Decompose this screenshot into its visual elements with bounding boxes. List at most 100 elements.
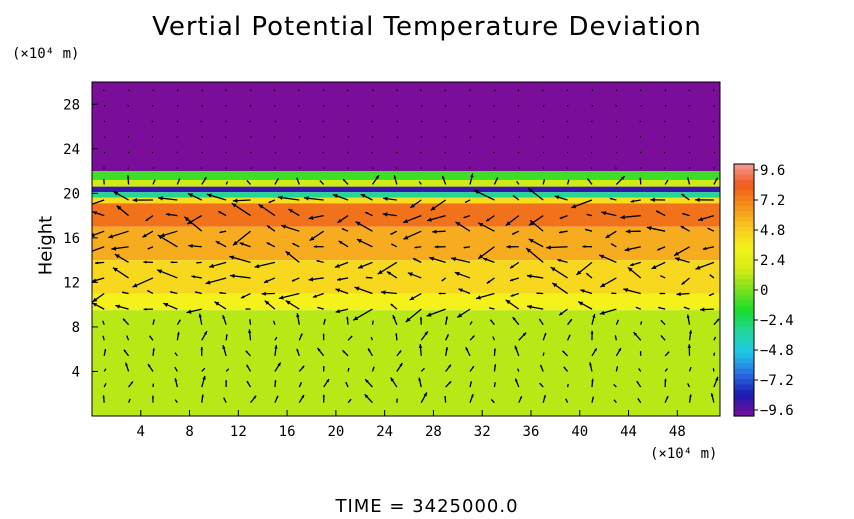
x-tick-label: 24 <box>376 424 393 440</box>
vector-arrow <box>542 151 545 154</box>
vector-arrow <box>217 210 227 217</box>
vector-arrow <box>231 202 251 217</box>
vector-arrow <box>396 398 398 403</box>
vector-arrow <box>159 230 178 238</box>
vector-arrow <box>591 89 594 92</box>
vector-arrow <box>390 230 398 236</box>
colorbar-label: −7.2 <box>760 373 794 389</box>
vector-arrow <box>322 120 325 123</box>
vector-arrow <box>249 120 252 123</box>
vector-arrow <box>323 318 326 325</box>
vector-arrow <box>663 167 666 170</box>
vector-arrow <box>510 292 520 297</box>
colorbar-swatch <box>734 295 754 302</box>
vector-arrow <box>454 271 471 279</box>
x-tick-label: 4 <box>137 424 145 440</box>
vector-arrow <box>469 365 475 372</box>
colorbar-swatch <box>734 405 754 412</box>
vector-arrow <box>605 230 617 239</box>
vector-arrow <box>200 346 204 356</box>
heat-band-3 <box>92 186 720 193</box>
vector-arrow <box>246 364 252 372</box>
vector-arrow <box>637 398 642 404</box>
vector-arrow <box>517 151 520 154</box>
vector-arrow <box>655 210 666 217</box>
vector-arrow <box>674 257 690 263</box>
vector-arrow <box>274 344 278 356</box>
vector-arrow <box>277 195 300 201</box>
vector-arrow <box>451 256 471 263</box>
colorbar-swatch <box>734 326 754 333</box>
vector-arrow <box>312 292 324 298</box>
vector-arrow <box>285 299 300 310</box>
vector-arrow <box>426 214 446 222</box>
vector-arrow <box>445 380 452 388</box>
colorbar-swatch <box>734 363 754 370</box>
vector-arrow <box>335 308 349 314</box>
vector-arrow <box>516 180 520 185</box>
vector-arrow <box>152 319 155 325</box>
vector-arrow <box>469 393 474 403</box>
vector-arrow <box>463 246 471 249</box>
vector-arrow <box>444 167 447 170</box>
vector-arrow <box>664 104 667 107</box>
vector-arrow <box>274 178 279 185</box>
vector-arrow <box>258 203 276 217</box>
vector-arrow <box>201 394 204 403</box>
vector-arrow <box>128 381 134 388</box>
vector-arrow <box>542 104 545 107</box>
vector-arrow <box>298 365 305 372</box>
vector-arrow <box>475 292 495 300</box>
vector-arrow <box>688 120 691 123</box>
vector-arrow <box>511 230 520 235</box>
vector-arrow <box>223 397 227 403</box>
vector-arrow <box>601 211 617 217</box>
vector-arrow <box>393 175 398 185</box>
vector-arrow <box>298 333 303 341</box>
vector-arrow <box>639 136 642 138</box>
vector-arrow <box>386 270 398 279</box>
vector-arrow <box>266 224 276 232</box>
vector-arrow <box>225 380 228 388</box>
vector-arrow <box>407 272 422 279</box>
heat-band-5 <box>92 197 720 204</box>
vector-arrow <box>485 215 495 222</box>
vector-arrow <box>664 179 669 185</box>
colorbar-label: 7.2 <box>760 193 785 209</box>
vector-arrow <box>355 221 373 232</box>
vector-arrow <box>613 399 617 404</box>
vector-arrow <box>268 199 276 204</box>
colorbar-label: 9.6 <box>760 163 785 179</box>
colorbar-swatch <box>734 305 754 312</box>
vector-arrow <box>589 362 593 372</box>
vector-arrow <box>261 291 275 296</box>
heat-band-1 <box>92 171 720 180</box>
colorbar-swatch <box>734 337 754 344</box>
vector-arrow <box>615 151 618 154</box>
vector-arrow <box>249 89 252 92</box>
vector-arrow <box>322 365 325 372</box>
vector-arrow <box>332 193 349 201</box>
vector-arrow <box>322 333 325 341</box>
colorbar-swatch <box>734 332 754 338</box>
vector-arrow <box>546 245 568 250</box>
vector-arrow <box>132 197 153 203</box>
vector-arrow <box>151 151 154 154</box>
vector-arrow <box>158 196 178 201</box>
vector-arrow <box>249 319 252 325</box>
vector-arrow <box>586 177 593 185</box>
vector-arrow <box>103 151 106 154</box>
vector-arrow <box>174 399 178 404</box>
vector-arrow <box>458 288 471 295</box>
colorbar-swatch <box>734 227 754 233</box>
y-tick-label: 20 <box>63 186 80 202</box>
vector-arrow <box>143 260 153 264</box>
vector-arrow <box>174 378 178 388</box>
vector-arrow <box>151 136 154 138</box>
vector-arrow <box>371 174 380 185</box>
vector-arrow <box>296 348 300 357</box>
vector-arrow <box>664 89 667 92</box>
vector-arrow <box>127 398 131 403</box>
vector-arrow <box>542 179 546 185</box>
vector-arrow <box>586 213 593 217</box>
